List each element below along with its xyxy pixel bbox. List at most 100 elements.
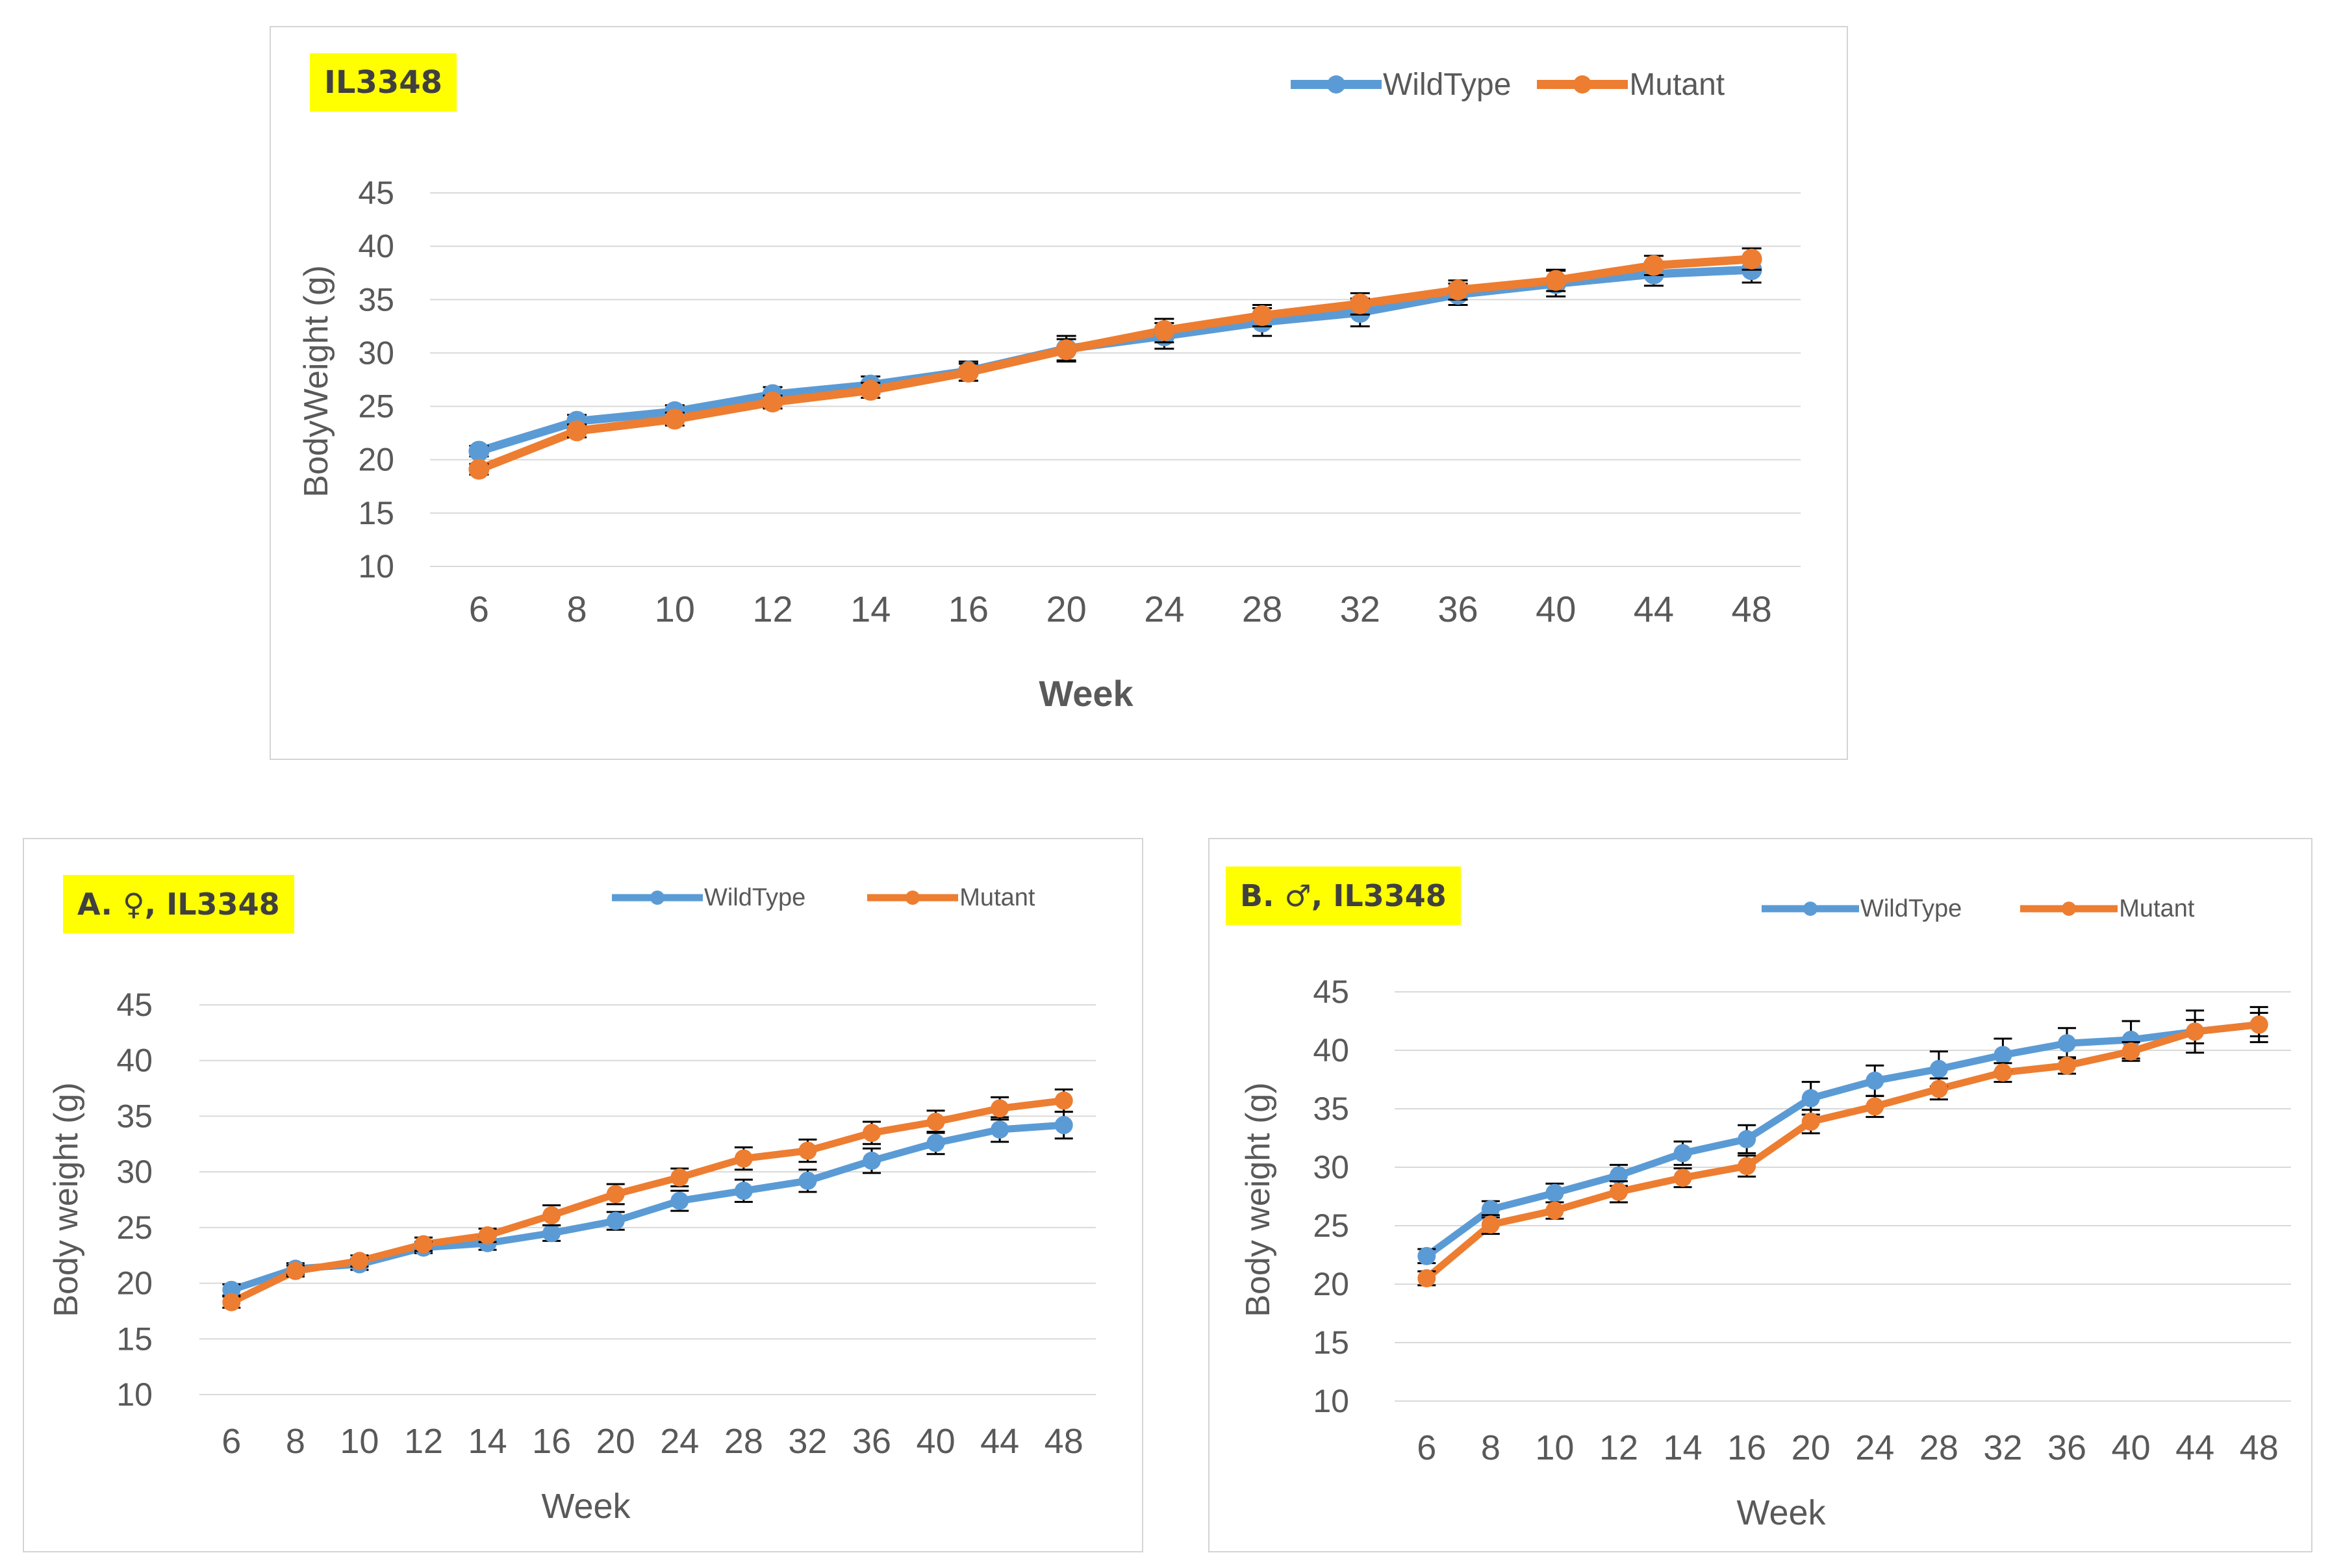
y-axis-title: Body weight (g) xyxy=(47,1082,85,1317)
x-tick-label: 28 xyxy=(1919,1428,1958,1467)
x-tick-label: 24 xyxy=(1144,588,1184,629)
chart-legend: WildType Mutant xyxy=(1762,892,2194,925)
series-line-mutant xyxy=(1423,1020,2263,1282)
x-tick-label: 16 xyxy=(1727,1428,1766,1467)
y-tick-label: 25 xyxy=(116,1209,153,1246)
x-tick-label: 36 xyxy=(852,1422,891,1461)
legend-item-mutant: Mutant xyxy=(1537,67,1725,103)
data-point-mutant xyxy=(1349,293,1371,314)
x-tick-label: 8 xyxy=(1481,1428,1501,1467)
y-tick-label: 45 xyxy=(1313,974,1349,1010)
x-tick-label: 12 xyxy=(1599,1428,1638,1467)
data-point-mutant xyxy=(2121,1042,2140,1061)
legend-label-wildtype: WildType xyxy=(1860,894,1962,922)
chart-plot-male: 10 15 20 25 30 35 40 45 6 8 10 12 14 16 20 24 28 32 36 40 44… xyxy=(1239,974,2291,1532)
x-tick-label: 20 xyxy=(1792,1428,1830,1467)
data-point-wildtype xyxy=(468,440,490,462)
x-tick-label: 24 xyxy=(1855,1428,1894,1467)
data-point-mutant xyxy=(1801,1112,1820,1131)
data-point-mutant xyxy=(222,1293,241,1311)
y-tick-label: 10 xyxy=(1313,1383,1349,1419)
y-tick-label: 25 xyxy=(358,388,394,425)
data-point-mutant xyxy=(1417,1269,1436,1287)
data-point-mutant xyxy=(542,1206,561,1224)
y-tick-label: 20 xyxy=(358,442,394,478)
data-point-mutant xyxy=(1929,1080,1948,1098)
data-point-mutant xyxy=(566,420,588,442)
chart-title: A. ♀, IL3348 xyxy=(63,875,294,933)
x-axis-title: Week xyxy=(1736,1493,1826,1532)
data-point-mutant xyxy=(468,459,490,480)
x-tick-label: 36 xyxy=(1437,588,1478,629)
x-tick-label: 32 xyxy=(1340,588,1380,629)
y-tick-label: 30 xyxy=(116,1154,153,1190)
x-tick-label: 40 xyxy=(2112,1428,2151,1467)
x-tick-label: 20 xyxy=(596,1422,635,1461)
data-point-wildtype xyxy=(798,1171,817,1190)
x-tick-label: 32 xyxy=(788,1422,827,1461)
legend-label-mutant: Mutant xyxy=(959,883,1035,911)
legend-label-wildtype: WildType xyxy=(704,883,806,911)
x-tick-label: 10 xyxy=(1535,1428,1574,1467)
data-point-mutant xyxy=(1738,1157,1756,1176)
x-tick-label: 16 xyxy=(532,1422,571,1461)
x-tick-label: 6 xyxy=(222,1422,241,1461)
y-tick-label: 25 xyxy=(1313,1208,1349,1244)
x-tick-label: 44 xyxy=(2175,1428,2214,1467)
data-point-wildtype xyxy=(542,1224,561,1243)
data-point-mutant xyxy=(1054,1091,1073,1110)
data-point-mutant xyxy=(1447,279,1469,301)
data-point-mutant xyxy=(1994,1063,2012,1082)
data-point-wildtype xyxy=(926,1133,945,1152)
x-tick-label: 24 xyxy=(660,1422,699,1461)
chart-legend: WildType Mutant xyxy=(1291,65,1725,104)
legend-label-mutant: Mutant xyxy=(2119,894,2195,922)
data-point-wildtype xyxy=(670,1191,689,1210)
data-point-wildtype xyxy=(1994,1046,2012,1065)
y-axis-title: Body weight (g) xyxy=(1239,1082,1277,1317)
x-tick-label: 28 xyxy=(1242,588,1282,629)
x-tick-label: 36 xyxy=(2047,1428,2086,1467)
series-line-mutant xyxy=(227,1096,1068,1306)
x-tick-label: 48 xyxy=(1731,588,1771,629)
y-tick-label: 15 xyxy=(358,495,394,531)
legend-swatch-mutant xyxy=(1537,71,1628,97)
x-tick-label: 16 xyxy=(948,588,989,629)
y-tick-label: 10 xyxy=(358,548,394,585)
data-point-mutant xyxy=(664,409,685,430)
data-point-mutant xyxy=(734,1149,753,1168)
series-line-wildtype xyxy=(1423,1020,2263,1260)
data-point-wildtype xyxy=(1545,1183,1564,1202)
chart-title: IL3348 xyxy=(310,53,457,112)
data-point-mutant xyxy=(798,1141,817,1160)
data-point-mutant xyxy=(478,1226,497,1245)
y-tick-label: 15 xyxy=(1313,1324,1349,1361)
legend-swatch-wildtype xyxy=(1291,71,1382,97)
data-point-mutant xyxy=(1866,1097,1884,1116)
data-point-wildtype xyxy=(734,1182,753,1200)
x-tick-label: 44 xyxy=(1634,588,1674,629)
x-tick-label: 10 xyxy=(655,588,695,629)
data-point-mutant xyxy=(1673,1169,1692,1187)
data-point-mutant xyxy=(414,1235,433,1254)
x-tick-label: 32 xyxy=(1983,1428,2022,1467)
chart-panel-overall: IL3348 WildType Mutant 10 15 20 25 30 35 40 45 6… xyxy=(270,26,1848,760)
data-point-mutant xyxy=(1252,305,1273,326)
data-point-wildtype xyxy=(1481,1200,1500,1219)
data-point-mutant xyxy=(957,362,979,383)
y-tick-label: 30 xyxy=(358,335,394,371)
data-point-wildtype xyxy=(2058,1034,2076,1053)
legend-swatch-wildtype xyxy=(612,888,703,907)
y-tick-label: 40 xyxy=(358,228,394,264)
y-tick-label: 30 xyxy=(1313,1149,1349,1185)
legend-label-mutant: Mutant xyxy=(1629,67,1725,102)
data-point-wildtype xyxy=(1610,1166,1628,1185)
y-tick-label: 10 xyxy=(116,1376,153,1413)
y-tick-label: 45 xyxy=(358,175,394,211)
x-axis-title: Week xyxy=(1039,673,1133,714)
chart-panel-male: B. ♂, IL3348 WildType Mutant 10 15 20 25 30 3… xyxy=(1208,838,2312,1552)
data-point-mutant xyxy=(2249,1015,2268,1034)
legend-item-wildtype: WildType xyxy=(1291,67,1511,103)
x-tick-label: 14 xyxy=(850,588,891,629)
legend-item-mutant: Mutant xyxy=(2020,895,2194,923)
